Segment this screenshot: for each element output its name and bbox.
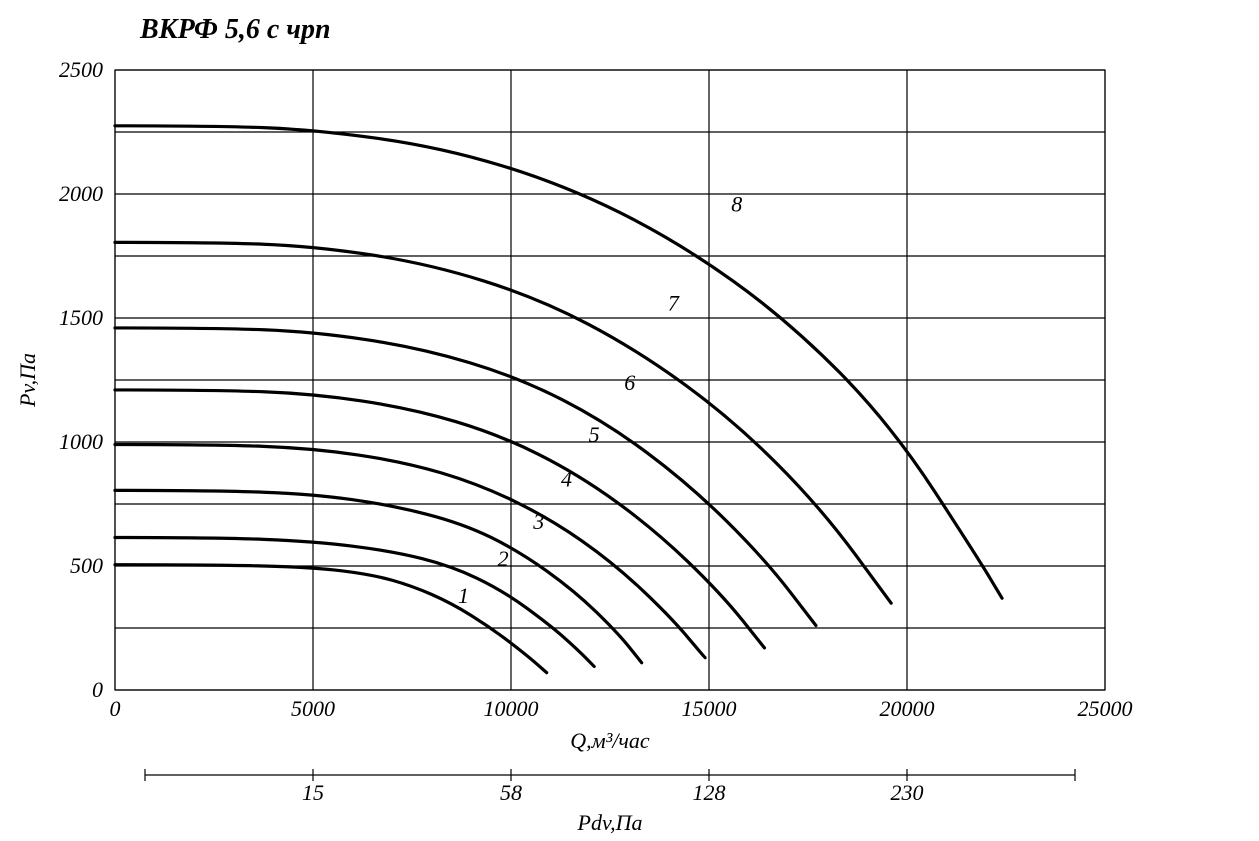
y-tick-label: 0 <box>92 677 103 702</box>
x-tick-label: 15000 <box>682 696 737 721</box>
x-tick-label: 5000 <box>291 696 335 721</box>
secondary-axis-tick-label: 58 <box>500 780 522 805</box>
curve-label: 6 <box>624 370 635 395</box>
performance-curve <box>115 444 705 657</box>
x-tick-label: 25000 <box>1078 696 1133 721</box>
performance-curve <box>115 328 816 626</box>
x-tick-label: 20000 <box>880 696 935 721</box>
y-axis-label: Pv,Па <box>15 353 40 408</box>
y-tick-label: 2000 <box>59 181 103 206</box>
secondary-axis-tick-label: 15 <box>302 780 324 805</box>
performance-curve <box>115 537 594 666</box>
curve-label: 1 <box>458 583 469 608</box>
secondary-axis-tick-label: 230 <box>891 780 924 805</box>
y-tick-label: 2500 <box>59 57 103 82</box>
y-tick-label: 1500 <box>59 305 103 330</box>
secondary-axis-tick-label: 128 <box>693 780 726 805</box>
y-tick-label: 1000 <box>59 429 103 454</box>
curve-label: 7 <box>668 291 680 316</box>
curve-label: 2 <box>498 546 509 571</box>
curve-label: 5 <box>589 422 600 447</box>
y-tick-label: 500 <box>70 553 103 578</box>
chart-container: ВКРФ 5,6 с чрп05001000150020002500050001… <box>0 0 1259 841</box>
x-axis-label: Q,м³/час <box>570 728 650 753</box>
x-tick-label: 10000 <box>484 696 539 721</box>
chart-title: ВКРФ 5,6 с чрп <box>139 14 331 45</box>
fan-performance-chart: ВКРФ 5,6 с чрп05001000150020002500050001… <box>0 0 1259 841</box>
secondary-axis-label: Pdv,Па <box>577 810 643 835</box>
x-tick-label: 0 <box>110 696 121 721</box>
curve-label: 8 <box>731 191 742 216</box>
